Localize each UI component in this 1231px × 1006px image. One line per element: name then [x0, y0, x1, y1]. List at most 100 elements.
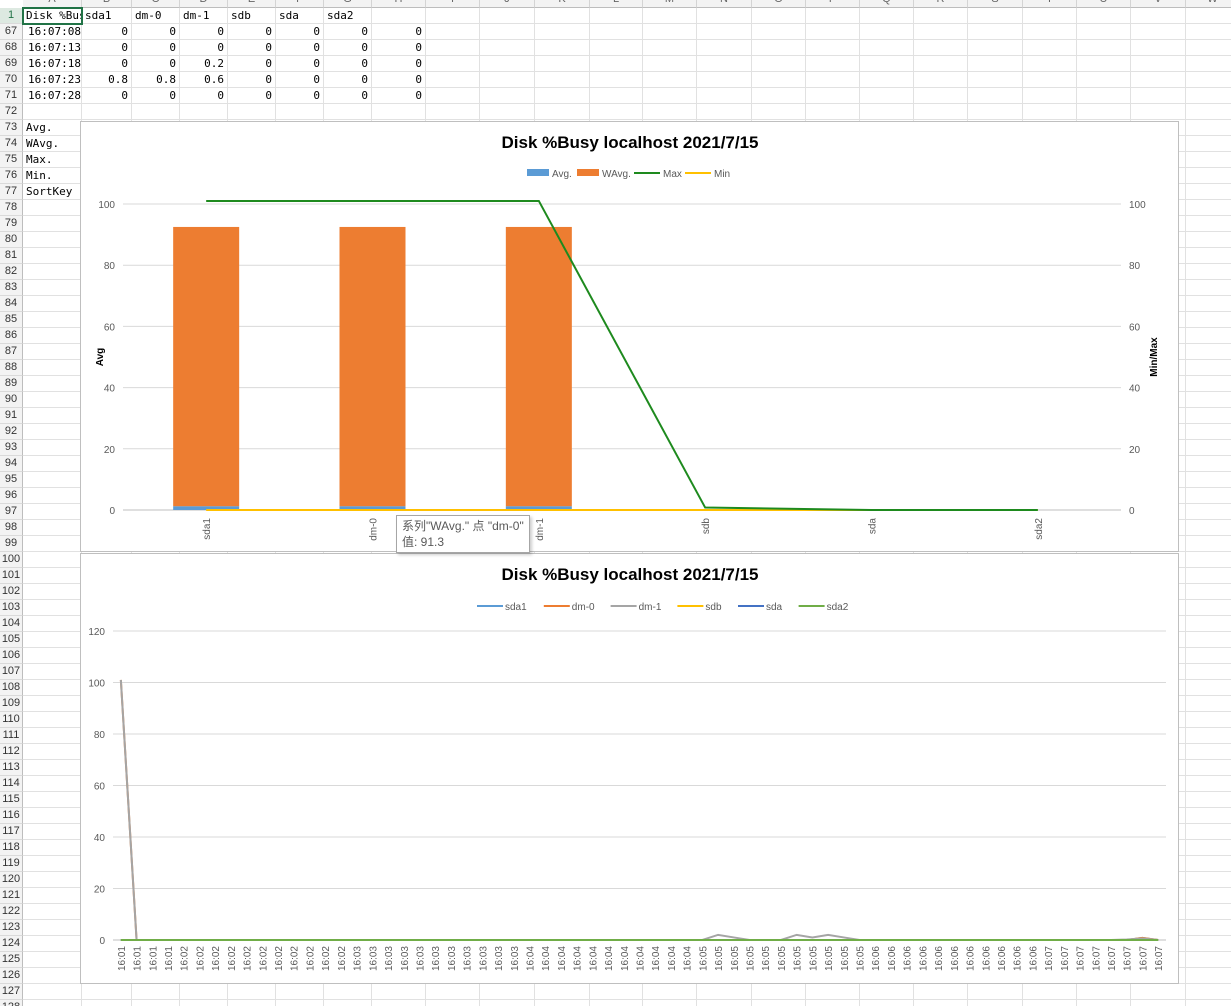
data-cell[interactable]: 0 — [265, 57, 272, 70]
column-header[interactable]: U — [1077, 0, 1131, 8]
data-cell[interactable]: 0 — [121, 41, 128, 54]
row-header[interactable]: 104 — [0, 616, 23, 632]
column-header[interactable]: L — [590, 0, 643, 8]
row-header[interactable]: 103 — [0, 600, 23, 616]
row-header[interactable]: 69 — [0, 56, 23, 72]
row-header[interactable]: 81 — [0, 248, 23, 264]
row-header[interactable]: 75 — [0, 152, 23, 168]
row-header[interactable]: 119 — [0, 856, 23, 872]
data-cell[interactable]: 0 — [217, 89, 224, 102]
row-header[interactable]: 118 — [0, 840, 23, 856]
row-header[interactable]: 72 — [0, 104, 23, 120]
column-header[interactable]: B — [82, 0, 132, 8]
header-cell[interactable]: sda2 — [327, 9, 354, 22]
column-header[interactable]: H — [372, 0, 426, 8]
row-header[interactable]: 88 — [0, 360, 23, 376]
data-cell[interactable]: 0 — [313, 73, 320, 86]
data-cell[interactable]: 0 — [217, 25, 224, 38]
row-header[interactable]: 73 — [0, 120, 23, 136]
column-header[interactable]: P — [806, 0, 860, 8]
row-header[interactable]: 116 — [0, 808, 23, 824]
column-header[interactable]: F — [276, 0, 324, 8]
data-cell[interactable]: 0 — [217, 41, 224, 54]
data-cell[interactable]: 0 — [313, 25, 320, 38]
row-header[interactable]: 97 — [0, 504, 23, 520]
column-header[interactable]: I — [426, 0, 480, 8]
header-cell[interactable]: sda1 — [85, 9, 112, 22]
data-cell[interactable]: 0 — [169, 57, 176, 70]
row-header[interactable]: 111 — [0, 728, 23, 744]
data-cell[interactable]: 0 — [415, 57, 422, 70]
data-cell[interactable]: 16:07:28 — [28, 89, 81, 102]
data-cell[interactable]: 0 — [313, 89, 320, 102]
column-header[interactable]: S — [968, 0, 1023, 8]
row-header[interactable]: 109 — [0, 696, 23, 712]
row-header[interactable]: 110 — [0, 712, 23, 728]
column-header[interactable]: E — [228, 0, 276, 8]
row-header[interactable]: 115 — [0, 792, 23, 808]
row-header[interactable]: 67 — [0, 24, 23, 40]
row-header[interactable]: 71 — [0, 88, 23, 104]
row-header[interactable]: 123 — [0, 920, 23, 936]
row-header[interactable]: 90 — [0, 392, 23, 408]
row-header[interactable]: 127 — [0, 984, 23, 1000]
row-header[interactable]: 101 — [0, 568, 23, 584]
row-header[interactable]: 94 — [0, 456, 23, 472]
column-header[interactable]: J — [480, 0, 535, 8]
column-header[interactable]: T — [1023, 0, 1077, 8]
row-header[interactable]: 105 — [0, 632, 23, 648]
row-header[interactable]: 100 — [0, 552, 23, 568]
data-cell[interactable]: 0 — [415, 25, 422, 38]
row-header[interactable]: 70 — [0, 72, 23, 88]
column-header[interactable]: C — [132, 0, 180, 8]
row-header[interactable]: 93 — [0, 440, 23, 456]
row-header[interactable]: 126 — [0, 968, 23, 984]
column-header[interactable]: Q — [860, 0, 914, 8]
row-header[interactable]: 77 — [0, 184, 23, 200]
busy-timeline-chart[interactable]: Disk %Busy localhost 2021/7/15 sda1 dm-0 dm… — [80, 553, 1179, 984]
row-header[interactable]: 117 — [0, 824, 23, 840]
row-header[interactable]: 1 — [0, 8, 23, 24]
column-header[interactable]: V — [1131, 0, 1186, 8]
data-cell[interactable]: 0 — [361, 89, 368, 102]
data-cell[interactable]: 0 — [313, 41, 320, 54]
data-cell[interactable]: 0 — [415, 89, 422, 102]
row-header[interactable]: 74 — [0, 136, 23, 152]
header-cell[interactable]: dm-0 — [135, 9, 162, 22]
data-cell[interactable]: 0 — [415, 73, 422, 86]
data-cell[interactable]: 0 — [361, 73, 368, 86]
row-header[interactable]: 80 — [0, 232, 23, 248]
row-header[interactable]: 92 — [0, 424, 23, 440]
row-header[interactable]: 78 — [0, 200, 23, 216]
data-cell[interactable]: 0.2 — [204, 57, 224, 70]
data-cell[interactable]: 0.8 — [108, 73, 128, 86]
header-cell[interactable]: sdb — [231, 9, 251, 22]
data-cell[interactable]: 16:07:18 — [28, 57, 81, 70]
data-cell[interactable]: 0 — [169, 89, 176, 102]
row-header[interactable]: 87 — [0, 344, 23, 360]
row-header[interactable]: 121 — [0, 888, 23, 904]
data-cell[interactable]: 0 — [313, 57, 320, 70]
data-cell[interactable]: 0 — [265, 89, 272, 102]
data-cell[interactable]: 0 — [361, 25, 368, 38]
data-cell[interactable]: 0 — [169, 41, 176, 54]
row-header[interactable]: 96 — [0, 488, 23, 504]
data-cell[interactable]: 0 — [415, 41, 422, 54]
summary-label-cell[interactable]: WAvg. — [26, 137, 60, 150]
row-header[interactable]: 84 — [0, 296, 23, 312]
summary-label-cell[interactable]: Min. — [26, 169, 53, 182]
row-header[interactable]: 85 — [0, 312, 23, 328]
data-cell[interactable]: 0.6 — [204, 73, 224, 86]
summary-label-cell[interactable]: Avg. — [26, 121, 53, 134]
row-header[interactable]: 112 — [0, 744, 23, 760]
row-header[interactable]: 114 — [0, 776, 23, 792]
row-header[interactable]: 108 — [0, 680, 23, 696]
row-header[interactable]: 86 — [0, 328, 23, 344]
data-cell[interactable]: 0 — [265, 73, 272, 86]
row-header[interactable]: 79 — [0, 216, 23, 232]
data-cell[interactable]: 16:07:13 — [28, 41, 81, 54]
row-header[interactable]: 95 — [0, 472, 23, 488]
data-cell[interactable]: 16:07:23 — [28, 73, 81, 86]
row-header[interactable]: 98 — [0, 520, 23, 536]
row-header[interactable]: 82 — [0, 264, 23, 280]
